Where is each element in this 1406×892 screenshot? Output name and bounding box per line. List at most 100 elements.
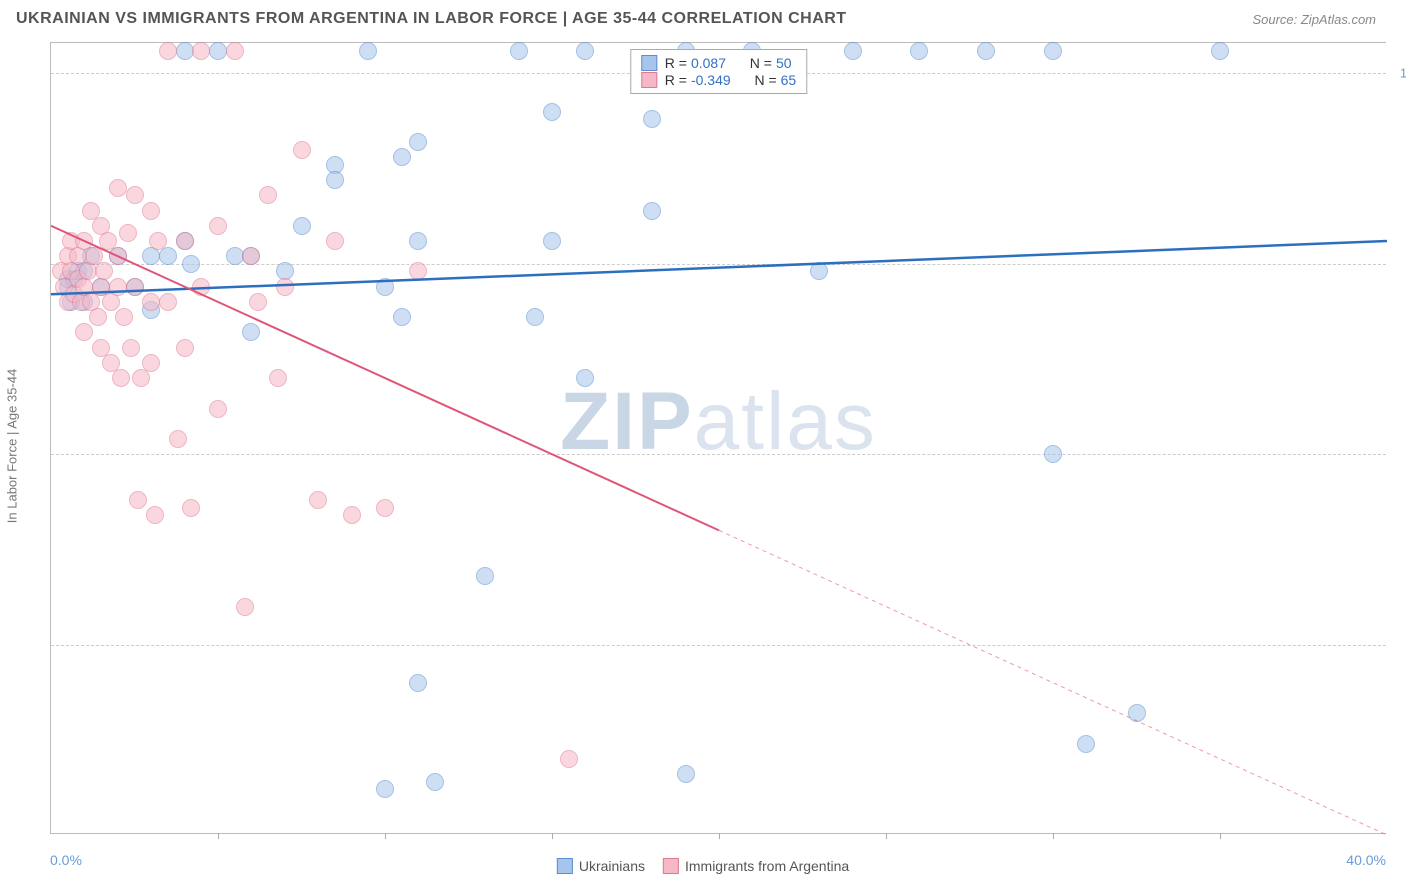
- data-point: [149, 232, 167, 250]
- data-point: [176, 42, 194, 60]
- data-point: [309, 491, 327, 509]
- x-max-label: 40.0%: [1346, 852, 1386, 868]
- legend-row: R = -0.349 N = 65: [641, 72, 796, 88]
- data-point: [276, 278, 294, 296]
- data-point: [126, 278, 144, 296]
- data-point: [977, 42, 995, 60]
- data-point: [259, 186, 277, 204]
- data-point: [677, 765, 695, 783]
- data-point: [182, 499, 200, 517]
- data-point: [510, 42, 528, 60]
- plot-surface: 62.5%75.0%87.5%100.0%: [51, 43, 1386, 833]
- r-stat: R = -0.349: [665, 72, 731, 88]
- data-point: [643, 110, 661, 128]
- x-min-label: 0.0%: [50, 852, 82, 868]
- data-point: [226, 42, 244, 60]
- n-stat: N = 50: [750, 55, 792, 71]
- data-point: [293, 141, 311, 159]
- data-point: [376, 780, 394, 798]
- data-point: [115, 308, 133, 326]
- data-point: [359, 42, 377, 60]
- gridline: [51, 454, 1386, 455]
- data-point: [393, 308, 411, 326]
- legend-swatch: [557, 858, 573, 874]
- data-point: [142, 293, 160, 311]
- data-point: [409, 232, 427, 250]
- data-point: [643, 202, 661, 220]
- data-point: [526, 308, 544, 326]
- data-point: [146, 506, 164, 524]
- data-point: [1211, 42, 1229, 60]
- data-point: [409, 133, 427, 151]
- series-legend: Ukrainians Immigrants from Argentina: [557, 858, 849, 874]
- data-point: [109, 278, 127, 296]
- data-point: [1128, 704, 1146, 722]
- data-point: [75, 323, 93, 341]
- data-point: [169, 430, 187, 448]
- x-tick: [1053, 833, 1054, 839]
- data-point: [119, 224, 137, 242]
- data-point: [159, 293, 177, 311]
- data-point: [249, 293, 267, 311]
- data-point: [476, 567, 494, 585]
- data-point: [129, 491, 147, 509]
- data-point: [209, 42, 227, 60]
- r-stat: R = 0.087: [665, 55, 726, 71]
- data-point: [236, 598, 254, 616]
- data-point: [376, 499, 394, 517]
- legend-row: R = 0.087 N = 50: [641, 55, 796, 71]
- data-point: [109, 247, 127, 265]
- data-point: [132, 369, 150, 387]
- legend-swatch: [641, 55, 657, 71]
- legend-label: Immigrants from Argentina: [685, 858, 849, 874]
- data-point: [343, 506, 361, 524]
- legend-item: Immigrants from Argentina: [663, 858, 849, 874]
- data-point: [109, 179, 127, 197]
- data-point: [159, 42, 177, 60]
- data-point: [122, 339, 140, 357]
- data-point: [242, 323, 260, 341]
- data-point: [393, 148, 411, 166]
- legend-swatch: [641, 72, 657, 88]
- data-point: [844, 42, 862, 60]
- data-point: [209, 217, 227, 235]
- data-point: [810, 262, 828, 280]
- x-tick: [719, 833, 720, 839]
- data-point: [426, 773, 444, 791]
- data-point: [142, 354, 160, 372]
- data-point: [182, 255, 200, 273]
- data-point: [910, 42, 928, 60]
- data-point: [576, 369, 594, 387]
- data-point: [409, 674, 427, 692]
- data-point: [126, 186, 144, 204]
- y-axis-label: In Labor Force | Age 35-44: [5, 369, 20, 523]
- data-point: [576, 42, 594, 60]
- n-stat: N = 65: [754, 72, 796, 88]
- data-point: [95, 262, 113, 280]
- x-tick: [886, 833, 887, 839]
- data-point: [326, 171, 344, 189]
- data-point: [1044, 445, 1062, 463]
- data-point: [1044, 42, 1062, 60]
- data-point: [192, 278, 210, 296]
- data-point: [560, 750, 578, 768]
- data-point: [112, 369, 130, 387]
- x-tick: [218, 833, 219, 839]
- chart-area: ZIPatlas 62.5%75.0%87.5%100.0% R = 0.087…: [50, 42, 1386, 834]
- correlation-legend: R = 0.087 N = 50R = -0.349 N = 65: [630, 49, 807, 94]
- legend-label: Ukrainians: [579, 858, 645, 874]
- data-point: [159, 247, 177, 265]
- data-point: [269, 369, 287, 387]
- data-point: [293, 217, 311, 235]
- legend-item: Ukrainians: [557, 858, 645, 874]
- data-point: [176, 232, 194, 250]
- chart-title: UKRAINIAN VS IMMIGRANTS FROM ARGENTINA I…: [16, 10, 847, 28]
- data-point: [326, 232, 344, 250]
- data-point: [1077, 735, 1095, 753]
- x-tick: [1220, 833, 1221, 839]
- data-point: [209, 400, 227, 418]
- data-point: [89, 308, 107, 326]
- data-point: [376, 278, 394, 296]
- y-tick-label: 100.0%: [1400, 66, 1406, 81]
- source-attribution: Source: ZipAtlas.com: [1252, 12, 1376, 27]
